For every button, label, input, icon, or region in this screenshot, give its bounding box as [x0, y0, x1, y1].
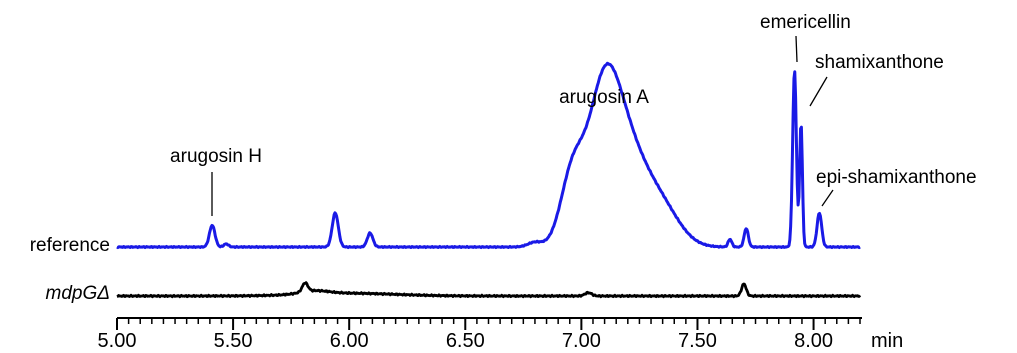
annotation-label: shamixanthone	[815, 52, 944, 73]
series-label-mdpg-delta: mdpGΔ	[46, 283, 111, 304]
x-tick-label: 8.00	[794, 330, 833, 352]
annotation-leader-line	[821, 189, 834, 207]
x-tick-label: 7.00	[562, 330, 601, 352]
trace-mdpg-delta	[116, 281, 862, 299]
x-tick-label: 6.00	[330, 330, 369, 352]
x-tick-label: 5.50	[214, 330, 253, 352]
annotation-label: epi-shamixanthone	[816, 167, 977, 188]
x-ticks: 5.00 5.50 6.00 6.50 7.00 7.50 8.00	[98, 318, 861, 352]
x-axis-label: min	[871, 330, 903, 352]
x-tick-label: 5.00	[98, 330, 137, 352]
trace-reference	[116, 61, 861, 250]
annotation-leader-line	[795, 35, 798, 63]
annotation-label: emericellin	[760, 12, 851, 33]
peak-annotations: arugosin H arugosin A emericellin shamixant…	[170, 12, 977, 216]
annotation-leader-line	[809, 76, 828, 107]
x-tick-label: 6.50	[446, 330, 485, 352]
annotation-label: arugosin H	[170, 146, 262, 167]
x-axis: 5.00 5.50 6.00 6.50 7.00 7.50 8.00 min	[98, 317, 903, 352]
x-tick-label: 7.50	[678, 330, 717, 352]
annotation-label: arugosin A	[559, 87, 649, 108]
series-label-reference: reference	[30, 235, 110, 256]
